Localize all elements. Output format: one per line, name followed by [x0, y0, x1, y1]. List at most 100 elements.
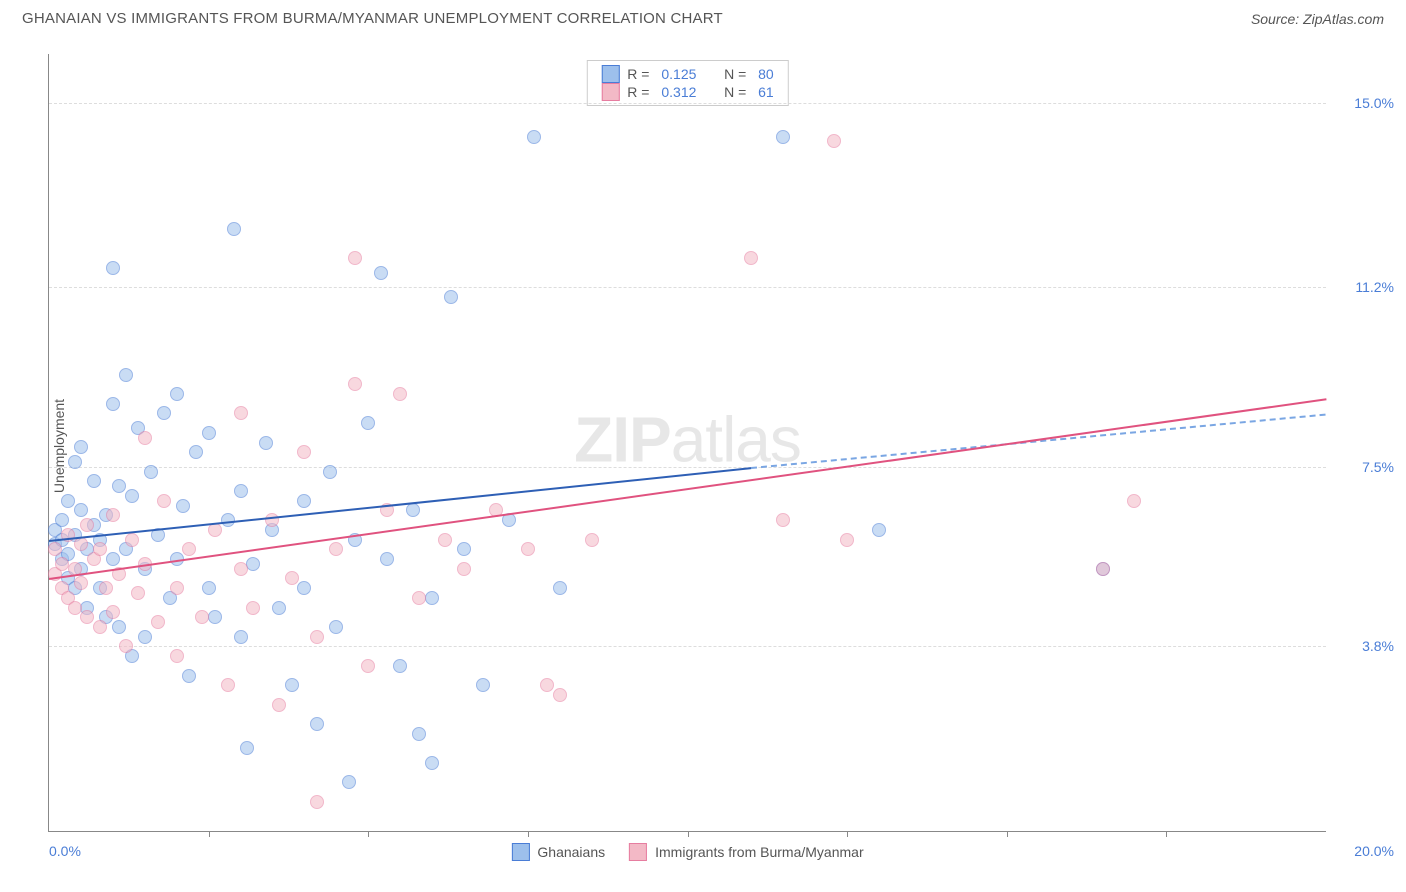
scatter-chart: ZIPatlas R = 0.125 N = 80 R = 0.312 N = …	[48, 54, 1326, 832]
swatch-icon	[601, 83, 619, 101]
data-point	[74, 503, 88, 517]
data-point	[157, 406, 171, 420]
data-point	[93, 620, 107, 634]
data-point	[425, 591, 439, 605]
data-point	[234, 630, 248, 644]
data-point	[99, 581, 113, 595]
data-point	[1096, 562, 1110, 576]
data-point	[106, 605, 120, 619]
data-point	[106, 508, 120, 522]
source-attribution: Source: ZipAtlas.com	[1251, 11, 1384, 27]
data-point	[412, 727, 426, 741]
data-point	[285, 678, 299, 692]
data-point	[106, 261, 120, 275]
data-point	[393, 659, 407, 673]
data-point	[202, 426, 216, 440]
legend-item-burma: Immigrants from Burma/Myanmar	[629, 843, 863, 861]
data-point	[272, 601, 286, 615]
data-point	[361, 416, 375, 430]
y-tick-label: 11.2%	[1355, 279, 1394, 295]
data-point	[348, 377, 362, 391]
y-tick-label: 7.5%	[1362, 459, 1394, 475]
data-point	[240, 741, 254, 755]
data-point	[68, 601, 82, 615]
x-tick	[1166, 831, 1167, 837]
gridline	[49, 287, 1326, 288]
gridline	[49, 467, 1326, 468]
data-point	[374, 266, 388, 280]
data-point	[119, 639, 133, 653]
x-tick	[528, 831, 529, 837]
data-point	[406, 503, 420, 517]
data-point	[1127, 494, 1141, 508]
data-point	[170, 649, 184, 663]
data-point	[521, 542, 535, 556]
data-point	[457, 562, 471, 576]
data-point	[151, 615, 165, 629]
data-point	[348, 251, 362, 265]
legend-row-burma: R = 0.312 N = 61	[601, 83, 773, 101]
data-point	[872, 523, 886, 537]
data-point	[74, 576, 88, 590]
data-point	[119, 368, 133, 382]
data-point	[234, 562, 248, 576]
data-point	[553, 581, 567, 595]
data-point	[227, 222, 241, 236]
data-point	[297, 581, 311, 595]
gridline	[49, 646, 1326, 647]
x-axis-min-label: 0.0%	[49, 843, 81, 859]
data-point	[438, 533, 452, 547]
data-point	[74, 537, 88, 551]
data-point	[323, 465, 337, 479]
data-point	[80, 518, 94, 532]
legend-row-ghanaians: R = 0.125 N = 80	[601, 65, 773, 83]
data-point	[285, 571, 299, 585]
data-point	[444, 290, 458, 304]
series-legend: Ghanaians Immigrants from Burma/Myanmar	[511, 843, 863, 861]
data-point	[74, 440, 88, 454]
data-point	[259, 436, 273, 450]
data-point	[234, 484, 248, 498]
x-tick	[368, 831, 369, 837]
data-point	[380, 552, 394, 566]
data-point	[106, 397, 120, 411]
data-point	[131, 586, 145, 600]
data-point	[840, 533, 854, 547]
data-point	[189, 445, 203, 459]
data-point	[476, 678, 490, 692]
data-point	[87, 474, 101, 488]
data-point	[527, 130, 541, 144]
data-point	[93, 542, 107, 556]
data-point	[297, 494, 311, 508]
swatch-icon	[601, 65, 619, 83]
swatch-icon	[629, 843, 647, 861]
x-axis-max-label: 20.0%	[1354, 843, 1394, 859]
y-tick-label: 3.8%	[1362, 638, 1394, 654]
data-point	[55, 513, 69, 527]
data-point	[68, 455, 82, 469]
data-point	[125, 489, 139, 503]
data-point	[827, 134, 841, 148]
data-point	[393, 387, 407, 401]
data-point	[112, 620, 126, 634]
correlation-legend: R = 0.125 N = 80 R = 0.312 N = 61	[586, 60, 788, 106]
swatch-icon	[511, 843, 529, 861]
data-point	[182, 542, 196, 556]
data-point	[48, 542, 62, 556]
data-point	[457, 542, 471, 556]
data-point	[221, 678, 235, 692]
legend-item-ghanaians: Ghanaians	[511, 843, 605, 861]
data-point	[310, 795, 324, 809]
data-point	[342, 775, 356, 789]
data-point	[170, 581, 184, 595]
data-point	[125, 533, 139, 547]
y-tick-label: 15.0%	[1354, 95, 1394, 111]
chart-header: GHANAIAN VS IMMIGRANTS FROM BURMA/MYANMA…	[0, 0, 1406, 35]
data-point	[361, 659, 375, 673]
x-tick	[847, 831, 848, 837]
data-point	[585, 533, 599, 547]
data-point	[234, 406, 248, 420]
data-point	[112, 479, 126, 493]
data-point	[80, 610, 94, 624]
data-point	[744, 251, 758, 265]
